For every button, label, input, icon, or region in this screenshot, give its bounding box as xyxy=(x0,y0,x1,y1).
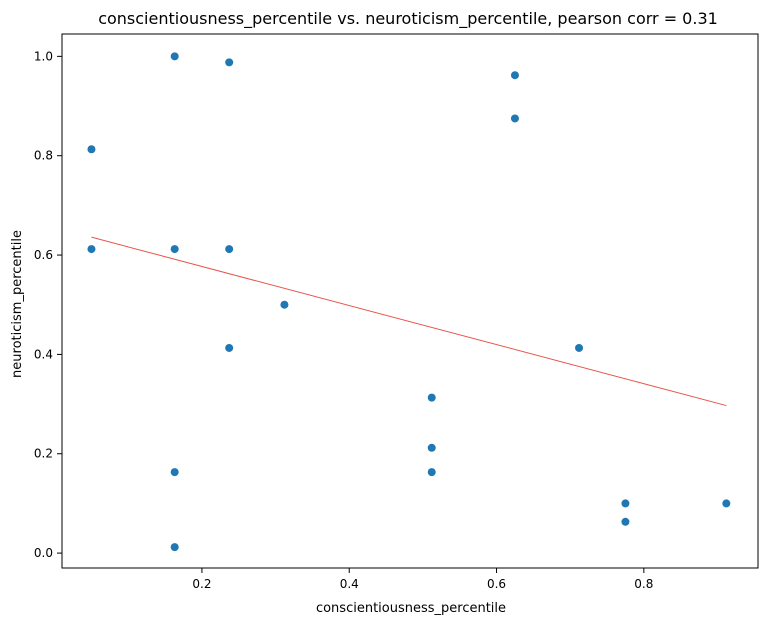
y-tick-label: 0.0 xyxy=(34,546,53,560)
data-point xyxy=(621,517,630,526)
data-point xyxy=(575,343,584,352)
x-tick-label: 0.2 xyxy=(192,577,211,591)
data-point xyxy=(170,468,179,477)
data-point xyxy=(510,71,519,80)
chart-title: conscientiousness_percentile vs. neuroti… xyxy=(98,9,718,29)
x-tick-label: 0.8 xyxy=(634,577,653,591)
trend-line xyxy=(91,236,727,407)
data-point xyxy=(427,443,436,452)
x-axis-label: conscientiousness_percentile xyxy=(316,601,506,616)
plot-frame xyxy=(61,33,759,569)
data-point xyxy=(225,58,234,67)
data-point xyxy=(621,499,630,508)
data-point xyxy=(87,245,96,254)
data-point xyxy=(280,300,289,309)
y-tick-label: 0.6 xyxy=(34,248,53,262)
x-tick-label: 0.6 xyxy=(487,577,506,591)
data-point xyxy=(427,468,436,477)
data-point xyxy=(87,145,96,154)
data-point xyxy=(225,245,234,254)
data-point xyxy=(510,114,519,123)
y-tick-label: 0.4 xyxy=(34,347,53,361)
data-point xyxy=(170,245,179,254)
data-point xyxy=(722,499,731,508)
y-tick-label: 0.8 xyxy=(34,149,53,163)
plot-area: 0.2 0.4 0.6 0.8 0.0 0.2 0.4 0.6 0.8 1.0 xyxy=(34,33,759,591)
data-point xyxy=(427,393,436,402)
x-tick-label: 0.4 xyxy=(340,577,359,591)
y-axis-label: neuroticism_percentile xyxy=(10,230,25,378)
data-point xyxy=(170,52,179,61)
data-point xyxy=(225,343,234,352)
y-tick-label: 0.2 xyxy=(34,447,53,461)
data-point xyxy=(170,543,179,552)
y-tick-label: 1.0 xyxy=(34,49,53,63)
